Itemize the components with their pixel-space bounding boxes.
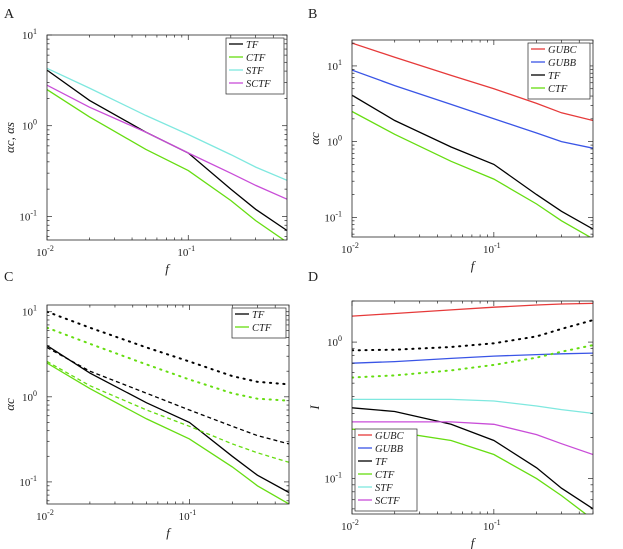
series-line-gubc	[352, 302, 593, 317]
panel-letter: C	[4, 270, 13, 285]
y-axis-label: αc, αs	[2, 122, 17, 153]
tick-label: 10-1	[483, 518, 501, 533]
tick-label: 10-2	[36, 244, 54, 259]
legend-label-tf: TF	[246, 40, 259, 51]
series-line-sctf	[47, 84, 287, 200]
tick-label: 10-1	[177, 244, 195, 259]
legend-label-sctf: SCTF	[246, 79, 271, 90]
legend-box	[231, 307, 287, 339]
legend-label-tf: TF	[252, 310, 265, 321]
legend-label-ctf: CTF	[252, 323, 272, 334]
legend-label-gubb: GUBB	[548, 58, 577, 69]
y-axis-label: αc	[307, 132, 322, 145]
legend: GUBC GUBB TF CTF STF SCTF	[354, 428, 418, 512]
series-line-tf	[352, 407, 593, 510]
tick-label: 10-1	[324, 209, 342, 224]
tick-label: 10-1	[19, 208, 37, 223]
legend-label-ctf: CTF	[375, 470, 395, 481]
series-line-stf	[352, 398, 593, 415]
tick-label: 10-1	[179, 508, 197, 523]
series-line-ctf-dashed	[47, 360, 289, 463]
tick-label: 10-2	[341, 518, 359, 533]
tick-label: 10-1	[483, 241, 501, 256]
tick-label: 101	[327, 58, 342, 73]
panel-a: A 10-2 10-1 10-1 100 101 f αc, αs TF CTF STF SCTF	[2, 7, 288, 276]
legend-label-stf: STF	[246, 66, 264, 77]
series-line-ctf	[47, 89, 285, 240]
y-axis-label: I	[307, 405, 322, 411]
legend: GUBC GUBB TF CTF	[527, 42, 591, 100]
legend-label-stf: STF	[375, 483, 393, 494]
legend-box	[527, 42, 591, 100]
panel-letter: A	[4, 7, 15, 22]
legend-box	[225, 37, 285, 95]
legend: TF CTF	[231, 307, 287, 339]
series-line-ctf	[352, 110, 592, 237]
series-line-tf	[352, 94, 593, 230]
series-line-tf-dotted	[47, 310, 289, 386]
series-line-gubb	[352, 69, 593, 149]
axes-frame	[46, 304, 290, 505]
series-line-ctf	[47, 362, 289, 504]
panel-c: C 10-2 10-1 10-1 100 101 f αc TF CTF	[2, 270, 290, 540]
axes-frame	[46, 34, 288, 241]
series-line-ctf-dotted	[352, 344, 593, 379]
legend-label-gubc: GUBC	[548, 45, 578, 56]
legend: TF CTF STF SCTF	[225, 37, 285, 95]
series-line-stf	[47, 67, 287, 181]
legend-label-tf: TF	[548, 71, 561, 82]
legend-label-tf: TF	[375, 457, 388, 468]
tick-label: 101	[22, 27, 37, 42]
series-line-gubc	[352, 42, 593, 122]
legend-label-gubc: GUBC	[375, 431, 405, 442]
legend-label-gubb: GUBB	[375, 444, 404, 455]
axes-frame	[351, 300, 594, 515]
series-line-sctf	[352, 421, 593, 456]
tick-label: 100	[22, 389, 37, 404]
legend-label-ctf: CTF	[246, 53, 266, 64]
axes-frame	[351, 39, 594, 238]
x-axis-label: f	[471, 258, 477, 273]
tick-label: 10-2	[341, 241, 359, 256]
tick-label: 101	[22, 304, 37, 319]
series-line-ctf-dotted	[47, 326, 289, 402]
panel-b: B 10-2 10-1 10-1 100 101 f αc GUBC GUBB TF CTF	[307, 7, 594, 273]
panel-letter: D	[308, 270, 318, 285]
legend-label-sctf: SCTF	[375, 496, 400, 507]
panel-d: D 10-2 10-1 10-1 100 f I GUBC GUBB TF CTF STF SCTF	[307, 270, 594, 549]
legend-box	[354, 428, 418, 512]
x-axis-label: f	[471, 535, 477, 549]
tick-label: 10-2	[36, 508, 54, 523]
tick-label: 100	[327, 334, 342, 349]
x-axis-label: f	[166, 525, 172, 540]
tick-label: 10-1	[19, 474, 37, 489]
series-line-gubb	[352, 352, 593, 364]
series-line-tf	[47, 345, 289, 494]
series-line-tf-dashed	[47, 346, 289, 445]
y-axis-label: αc	[2, 398, 17, 411]
series-line-tf-dotted	[352, 319, 593, 352]
legend-label-ctf: CTF	[548, 84, 568, 95]
tick-label: 10-1	[324, 471, 342, 486]
tick-label: 100	[327, 134, 342, 149]
panel-letter: B	[308, 7, 317, 22]
tick-label: 100	[22, 118, 37, 133]
x-axis-label: f	[165, 261, 171, 276]
